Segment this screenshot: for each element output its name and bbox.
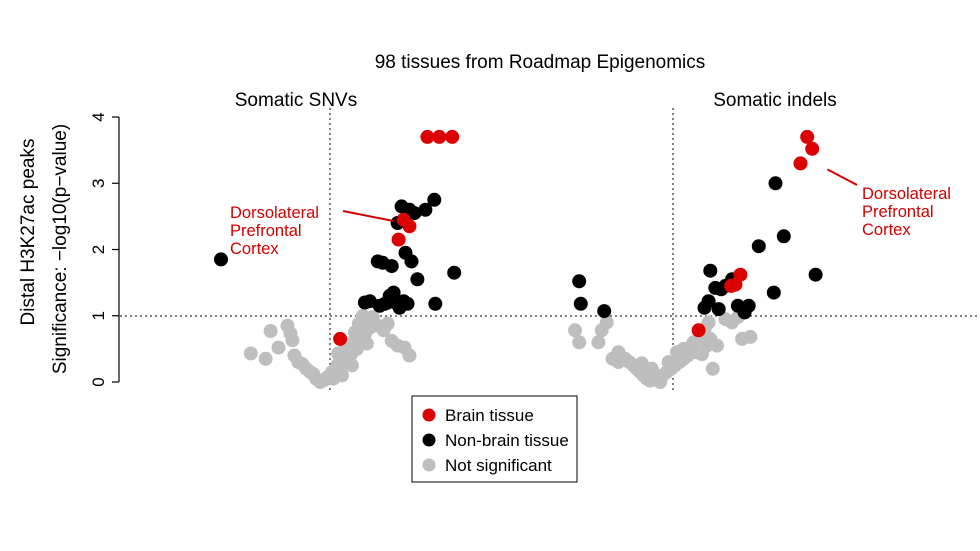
chart-title: 98 tissues from Roadmap Epigenomics [375, 52, 706, 73]
y-tick-label: 4 [89, 112, 108, 121]
point-nonbrain [573, 296, 588, 311]
point-ns [599, 315, 614, 330]
point-nonbrain [410, 272, 425, 287]
point-nonbrain [703, 263, 718, 278]
point-ns [243, 346, 258, 361]
point-nonbrain [384, 259, 399, 274]
point-nonbrain [404, 254, 419, 269]
y-tick-label: 3 [89, 179, 108, 188]
points-indels [568, 129, 823, 389]
point-ns [661, 355, 676, 370]
y-axis-label-line2: Significance: −log10(p−value) [50, 124, 71, 374]
annotation-snvs-line1: Dorsolateral [230, 204, 319, 222]
point-nonbrain [428, 296, 443, 311]
point-nonbrain [711, 302, 726, 317]
annotation-indels-line3: Cortex [862, 221, 911, 239]
point-ns [676, 341, 691, 356]
legend-label-brain: Brain tissue [445, 406, 534, 425]
legend-swatch-not-significant [422, 458, 436, 472]
point-ns [258, 351, 273, 366]
point-brain [733, 267, 748, 282]
point-nonbrain [776, 229, 791, 244]
point-ns [335, 368, 349, 383]
point-ns [568, 323, 582, 338]
point-brain [793, 156, 808, 171]
point-ns [591, 335, 606, 350]
point-ns [701, 315, 716, 330]
point-ns [359, 336, 374, 351]
point-brain [691, 323, 706, 338]
y-tick-label: 2 [89, 245, 108, 254]
point-ns [402, 348, 417, 363]
legend-swatch-brain [422, 408, 436, 422]
point-ns [263, 324, 278, 338]
legend-swatch-nonbrain [422, 433, 436, 447]
point-brain [800, 129, 815, 144]
annotation-snvs-line3: Cortex [230, 240, 279, 258]
point-ns [653, 375, 668, 389]
point-ns [572, 335, 587, 350]
point-nonbrain [447, 265, 462, 280]
point-nonbrain [427, 192, 442, 207]
point-ns [700, 338, 714, 353]
point-ns [380, 316, 395, 331]
point-nonbrain [751, 239, 766, 254]
point-nonbrain [741, 298, 756, 313]
legend-label-not-significant: Not significant [445, 456, 552, 475]
point-ns [634, 356, 649, 371]
annotation-line-snvs [342, 210, 394, 222]
panel-title-indels: Somatic indels [713, 90, 837, 111]
annotation-line-indels [826, 168, 858, 186]
point-nonbrain [808, 267, 823, 282]
panel-title-snvs: Somatic SNVs [235, 90, 357, 111]
legend-box [411, 395, 578, 483]
point-brain [445, 129, 460, 144]
annotation-indels-line2: Prefrontal [862, 203, 934, 221]
point-brain [402, 219, 417, 234]
point-ns [285, 333, 300, 348]
point-nonbrain [214, 252, 228, 267]
y-tick-label: 1 [89, 311, 108, 320]
point-nonbrain [701, 294, 716, 309]
y-tick-label: 0 [89, 377, 108, 386]
panel-somatic-snvs: Somatic SNVs Dorsolateral Prefrontal Cor… [214, 90, 462, 390]
point-ns [705, 361, 720, 376]
annotation-snvs-line2: Prefrontal [230, 222, 302, 240]
point-nonbrain [572, 274, 587, 289]
panel-somatic-indels: Somatic indels Dorsolateral Prefrontal C… [568, 90, 951, 390]
point-ns [271, 340, 286, 355]
legend: Brain tissue Non-brain tissue Not signif… [411, 395, 578, 483]
point-nonbrain [400, 296, 415, 311]
y-axis: 0 1 2 3 4 [89, 112, 120, 387]
point-brain [432, 129, 447, 144]
point-ns [743, 329, 758, 344]
point-nonbrain [597, 304, 612, 319]
annotation-indels-line1: Dorsolateral [862, 185, 951, 203]
point-nonbrain [418, 202, 433, 217]
point-nonbrain [407, 206, 422, 221]
point-nonbrain [768, 176, 783, 191]
point-brain [805, 141, 820, 156]
point-ns [345, 358, 359, 373]
point-ns [611, 355, 626, 370]
point-brain [391, 232, 406, 247]
point-brain [333, 331, 348, 346]
y-axis-label-line1: Distal H3K27ac peaks [18, 139, 39, 326]
points-snvs [214, 129, 462, 389]
point-brain [420, 129, 435, 144]
point-nonbrain [766, 285, 781, 300]
legend-label-nonbrain: Non-brain tissue [445, 431, 569, 450]
point-ns [710, 338, 724, 353]
